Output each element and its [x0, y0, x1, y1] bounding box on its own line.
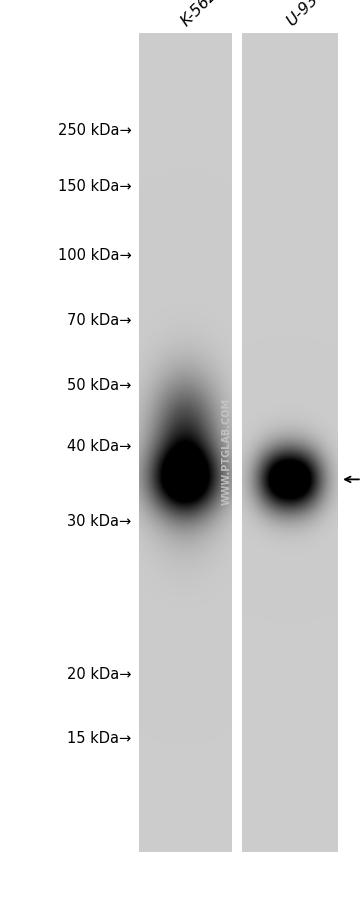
Text: 15 kDa→: 15 kDa→ — [67, 731, 131, 745]
Text: WWW.PTGLAB.COM: WWW.PTGLAB.COM — [222, 398, 232, 504]
Text: U-937: U-937 — [283, 0, 328, 29]
Text: 40 kDa→: 40 kDa→ — [67, 439, 131, 454]
Text: 100 kDa→: 100 kDa→ — [58, 248, 131, 262]
Text: 150 kDa→: 150 kDa→ — [58, 179, 131, 194]
Text: 30 kDa→: 30 kDa→ — [67, 514, 131, 529]
Text: K-562: K-562 — [179, 0, 221, 29]
Text: 20 kDa→: 20 kDa→ — [67, 667, 131, 681]
Text: 50 kDa→: 50 kDa→ — [67, 378, 131, 392]
Text: 250 kDa→: 250 kDa→ — [58, 124, 131, 138]
Text: 70 kDa→: 70 kDa→ — [67, 313, 131, 327]
